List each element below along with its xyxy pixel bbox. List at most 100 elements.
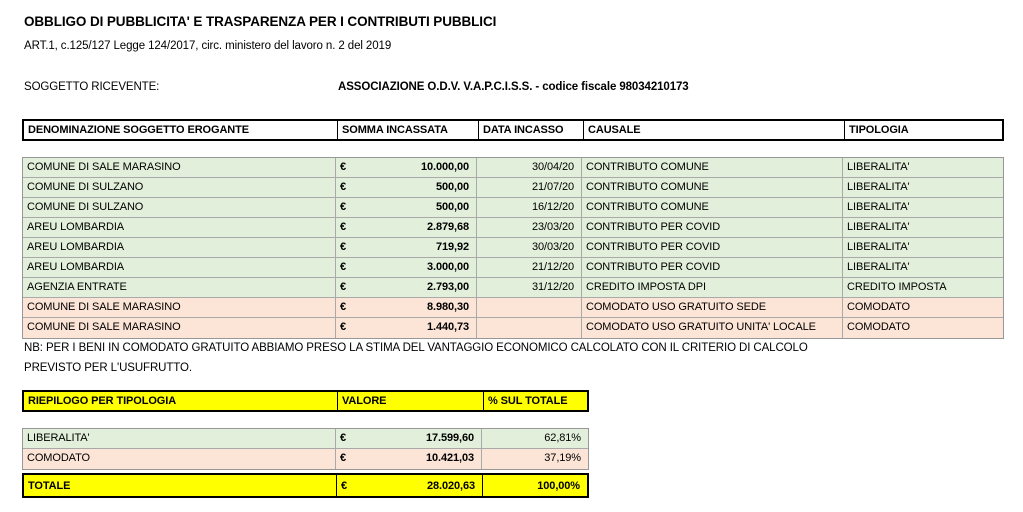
table-row: COMUNE DI SALE MARASINO €10.000,00 30/04… — [23, 158, 1003, 178]
currency-symbol: € — [340, 261, 347, 273]
col-header-percent: % SUL TOTALE — [488, 395, 568, 407]
recipient-label: SOGGETTO RICEVENTE: — [24, 81, 160, 93]
table-row: COMUNE DI SALE MARASINO €1.440,73 COMODA… — [23, 318, 1003, 338]
cell-data: 21/07/20 — [477, 178, 582, 197]
cell-somma: €1.440,73 — [336, 318, 477, 338]
currency-symbol: € — [340, 301, 347, 313]
currency-symbol: € — [340, 201, 347, 213]
cell-valore: €10.421,03 — [336, 449, 482, 469]
currency-symbol: € — [340, 161, 347, 173]
amount-value: 3.000,00 — [426, 261, 469, 273]
amount-value: 719,92 — [435, 241, 469, 253]
footnote: NB: PER I BENI IN COMODATO GRATUITO ABBI… — [24, 338, 808, 378]
recipient-value: ASSOCIAZIONE O.D.V. V.A.P.C.I.S.S. - cod… — [338, 81, 689, 93]
cell-ente: COMUNE DI SALE MARASINO — [23, 158, 336, 177]
cell-somma: €8.980,30 — [336, 298, 477, 317]
cell-tipologia: LIBERALITA' — [847, 161, 910, 173]
total-label: TOTALE — [24, 475, 337, 496]
col-header-denominazione: DENOMINAZIONE SOGGETTO EROGANTE — [24, 121, 338, 139]
currency-symbol: € — [340, 241, 347, 253]
cell-somma: €3.000,00 — [336, 258, 477, 277]
currency-symbol: € — [341, 480, 348, 492]
table-row: COMUNE DI SULZANO €500,00 21/07/20 CONTR… — [23, 178, 1003, 198]
col-header-causale: CAUSALE — [584, 121, 845, 139]
cell-percent: 62,81% — [544, 432, 581, 444]
cell-data: 30/04/20 — [477, 158, 582, 177]
grants-table: DENOMINAZIONE SOGGETTO EROGANTE SOMMA IN… — [22, 119, 1004, 339]
cell-causale: COMODATO USO GRATUITO SEDE — [582, 298, 843, 317]
footnote-line2: PREVISTO PER L'USUFRUTTO. — [24, 362, 192, 374]
report-subtitle: ART.1, c.125/127 Legge 124/2017, circ. m… — [24, 40, 392, 52]
col-header-riepilogo: RIEPILOGO PER TIPOLOGIA — [24, 392, 338, 410]
cell-ente: AGENZIA ENTRATE — [23, 278, 336, 297]
currency-symbol: € — [340, 281, 347, 293]
summary-row: LIBERALITA' €17.599,60 62,81% — [23, 429, 588, 449]
total-valore: €28.020,63 — [337, 475, 483, 496]
cell-somma: €500,00 — [336, 178, 477, 197]
amount-value: 8.980,30 — [426, 301, 469, 313]
cell-causale: CONTRIBUTO COMUNE — [582, 158, 843, 177]
cell-causale: CONTRIBUTO PER COVID — [582, 258, 843, 277]
col-header-valore: VALORE — [338, 392, 484, 410]
cell-tipologia: COMODATO — [847, 321, 910, 333]
cell-tipologia: COMODATO — [847, 301, 910, 313]
amount-value: 1.440,73 — [426, 321, 469, 333]
currency-symbol: € — [340, 432, 347, 444]
amount-value: 17.599,60 — [425, 432, 474, 444]
cell-tipologia: LIBERALITA' — [847, 201, 910, 213]
cell-causale: CREDITO IMPOSTA DPI — [582, 278, 843, 297]
cell-somma: €2.793,00 — [336, 278, 477, 297]
col-header-data: DATA INCASSO — [479, 121, 584, 139]
cell-ente: COMUNE DI SULZANO — [23, 198, 336, 217]
currency-symbol: € — [340, 181, 347, 193]
cell-ente: AREU LOMBARDIA — [23, 238, 336, 257]
summary-row: COMODATO €10.421,03 37,19% — [23, 449, 588, 469]
col-header-somma: SOMMA INCASSATA — [338, 121, 479, 139]
summary-table-header: RIEPILOGO PER TIPOLOGIA VALORE % SUL TOT… — [22, 390, 589, 412]
total-percent: 100,00% — [537, 480, 580, 492]
amount-value: 2.879,68 — [426, 221, 469, 233]
report-title: OBBLIGO DI PUBBLICITA' E TRASPARENZA PER… — [24, 14, 497, 29]
cell-data — [477, 318, 582, 338]
amount-value: 500,00 — [435, 181, 469, 193]
amount-value: 2.793,00 — [426, 281, 469, 293]
table-row: AREU LOMBARDIA €719,92 30/03/20 CONTRIBU… — [23, 238, 1003, 258]
cell-causale: CONTRIBUTO COMUNE — [582, 178, 843, 197]
cell-data — [477, 298, 582, 317]
cell-data: 21/12/20 — [477, 258, 582, 277]
cell-ente: AREU LOMBARDIA — [23, 258, 336, 277]
summary-table: RIEPILOGO PER TIPOLOGIA VALORE % SUL TOT… — [22, 390, 589, 498]
cell-ente: AREU LOMBARDIA — [23, 218, 336, 237]
table-gap — [22, 412, 589, 428]
cell-causale: CONTRIBUTO COMUNE — [582, 198, 843, 217]
currency-symbol: € — [340, 452, 347, 464]
cell-causale: CONTRIBUTO PER COVID — [582, 218, 843, 237]
cell-ente: COMUNE DI SALE MARASINO — [23, 298, 336, 317]
currency-symbol: € — [340, 221, 347, 233]
cell-data: 23/03/20 — [477, 218, 582, 237]
footnote-line1: NB: PER I BENI IN COMODATO GRATUITO ABBI… — [24, 342, 808, 354]
table-row: AREU LOMBARDIA €3.000,00 21/12/20 CONTRI… — [23, 258, 1003, 278]
cell-somma: €2.879,68 — [336, 218, 477, 237]
cell-data: 30/03/20 — [477, 238, 582, 257]
amount-value: 500,00 — [435, 201, 469, 213]
currency-symbol: € — [340, 321, 347, 333]
table-row: AGENZIA ENTRATE €2.793,00 31/12/20 CREDI… — [23, 278, 1003, 298]
table-gap — [22, 141, 1004, 157]
summary-table-body: LIBERALITA' €17.599,60 62,81% COMODATO €… — [22, 428, 589, 470]
cell-data: 31/12/20 — [477, 278, 582, 297]
col-header-tipologia: TIPOLOGIA — [849, 124, 909, 136]
cell-tipologia: CREDITO IMPOSTA — [847, 281, 947, 293]
recipient-row: SOGGETTO RICEVENTE: ASSOCIAZIONE O.D.V. … — [24, 81, 689, 93]
cell-tipologia: LIBERALITA' — [847, 181, 910, 193]
cell-tipologia: LIBERALITA' — [847, 241, 910, 253]
cell-tipologia-label: COMODATO — [23, 449, 336, 469]
cell-tipologia-label: LIBERALITA' — [23, 429, 336, 448]
cell-valore: €17.599,60 — [336, 429, 482, 448]
summary-total-row: TOTALE €28.020,63 100,00% — [22, 473, 589, 498]
cell-ente: COMUNE DI SALE MARASINO — [23, 318, 336, 338]
cell-causale: COMODATO USO GRATUITO UNITA' LOCALE — [582, 318, 843, 338]
cell-somma: €719,92 — [336, 238, 477, 257]
amount-value: 28.020,63 — [426, 480, 475, 492]
